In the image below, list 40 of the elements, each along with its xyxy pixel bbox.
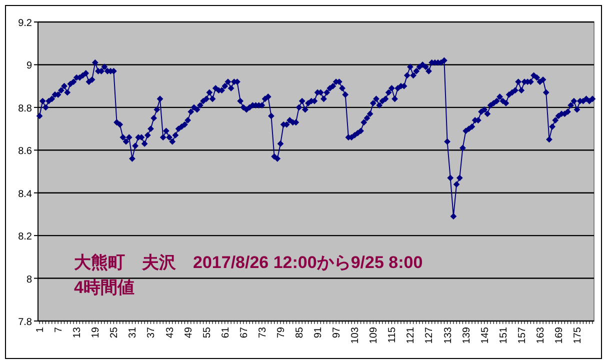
y-tick-label: 9.2 bbox=[18, 18, 32, 29]
x-tick-label: 97 bbox=[332, 326, 343, 338]
x-tick-label: 91 bbox=[313, 326, 324, 338]
x-tick-label: 55 bbox=[202, 326, 213, 338]
x-tick-label: 25 bbox=[109, 326, 120, 338]
x-tick-label: 13 bbox=[72, 326, 84, 338]
x-tick-label: 121 bbox=[406, 326, 417, 344]
x-tick-label: 127 bbox=[424, 326, 436, 344]
y-tick-label: 9 bbox=[26, 60, 32, 72]
x-tick-label: 61 bbox=[220, 326, 232, 338]
x-tick-label: 67 bbox=[238, 326, 250, 338]
x-tick-label: 79 bbox=[276, 326, 287, 338]
x-tick-label: 49 bbox=[183, 326, 194, 338]
annotation: 4時間値 bbox=[74, 278, 134, 297]
x-tick-label: 73 bbox=[257, 326, 268, 338]
x-tick-label: 175 bbox=[572, 326, 584, 344]
x-tick-label: 109 bbox=[368, 326, 380, 344]
x-tick-label: 103 bbox=[350, 326, 362, 344]
x-tick-label: 163 bbox=[535, 326, 546, 344]
x-tick-label: 145 bbox=[480, 326, 491, 344]
y-tick-label: 8.6 bbox=[18, 146, 32, 158]
x-tick-label: 151 bbox=[498, 326, 510, 344]
y-tick-label: 8.2 bbox=[18, 232, 32, 243]
x-tick-label: 43 bbox=[164, 326, 176, 338]
annotation: 大熊町 夫沢 2017/8/26 12:00から9/25 8:00 bbox=[74, 253, 423, 272]
y-tick-label: 7.8 bbox=[18, 317, 32, 328]
x-tick-label: 157 bbox=[516, 326, 528, 344]
x-tick-label: 31 bbox=[128, 326, 139, 338]
x-tick-label: 19 bbox=[90, 326, 102, 338]
y-tick-label: 8.8 bbox=[18, 103, 32, 114]
x-tick-label: 139 bbox=[461, 326, 472, 344]
x-tick-label: 115 bbox=[387, 326, 398, 343]
y-tick-label: 8 bbox=[26, 274, 32, 286]
x-tick-label: 85 bbox=[294, 326, 306, 338]
x-tick-label: 37 bbox=[146, 326, 158, 338]
y-tick-label: 8.4 bbox=[18, 188, 32, 200]
x-tick-label: 169 bbox=[554, 326, 565, 344]
x-tick-label: 7 bbox=[54, 326, 65, 333]
x-tick-label: 1 bbox=[35, 326, 46, 333]
x-tick-label: 133 bbox=[442, 326, 454, 344]
